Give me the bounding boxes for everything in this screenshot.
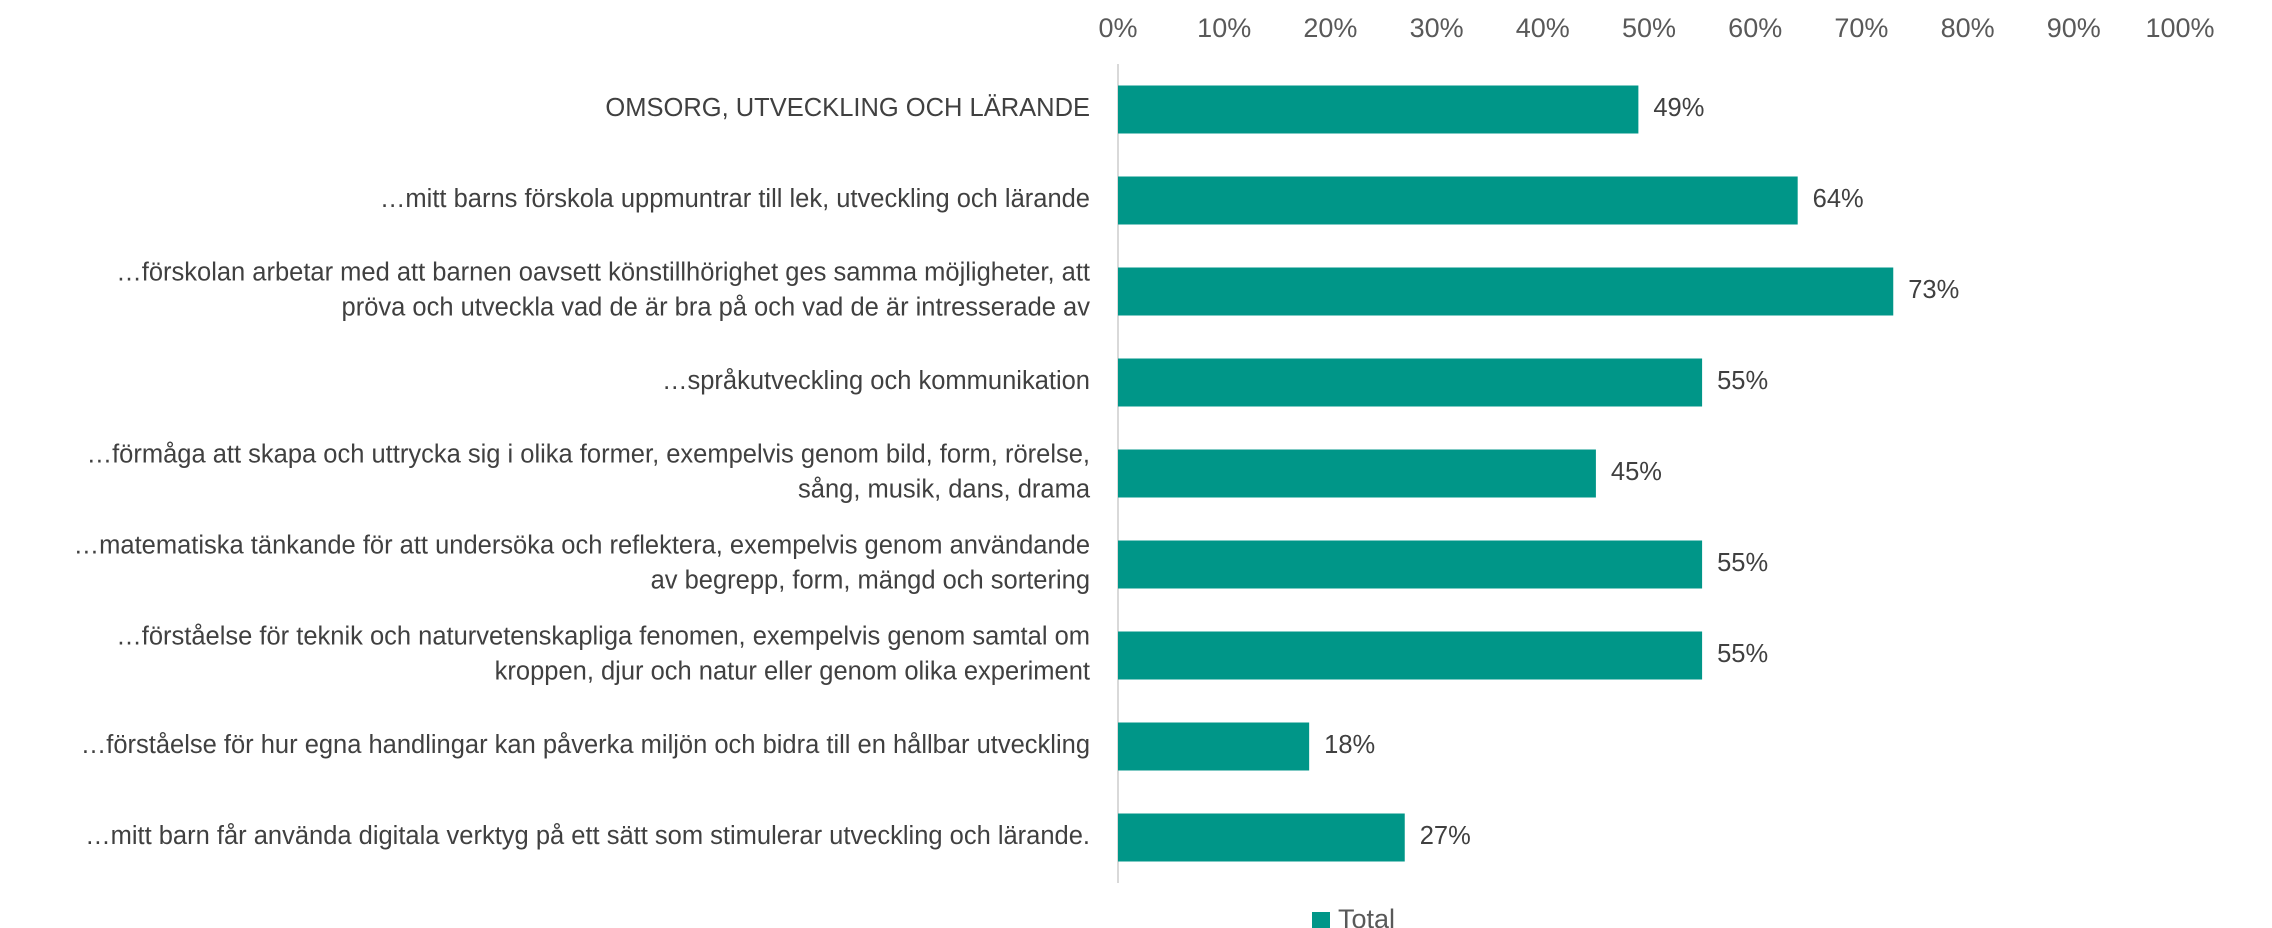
data-label: 27% (1420, 822, 1471, 850)
bar (1118, 358, 1703, 407)
bar (1118, 813, 1405, 862)
data-label: 45% (1611, 458, 1662, 486)
category-labels: OMSORG, UTVECKLING OCH LÄRANDE …mitt barn… (74, 94, 1091, 850)
bar (1118, 176, 1798, 225)
category-label: …språkutveckling och kommunikation (662, 367, 1090, 395)
x-tick-label: 50% (1622, 13, 1676, 43)
category-label: …förmåga att skapa och uttrycka sig i ol… (87, 441, 1091, 504)
category-label: OMSORG, UTVECKLING OCH LÄRANDE (605, 94, 1090, 122)
category-label: …förståelse för hur egna handlingar kan … (81, 731, 1090, 759)
bar (1118, 449, 1596, 498)
x-tick-label: 80% (1941, 13, 1995, 43)
data-labels: 49% 64% 73% 55% 45% 55% 55% 18% 27% (1324, 94, 1959, 850)
data-label: 64% (1813, 185, 1864, 213)
x-tick-label: 30% (1410, 13, 1464, 43)
category-label: …mitt barn får använda digitala verktyg … (85, 822, 1090, 850)
bar (1118, 85, 1639, 134)
bars (1118, 85, 1894, 862)
data-label: 49% (1653, 94, 1704, 122)
category-label: …matematiska tänkande för att undersöka … (74, 532, 1090, 595)
x-tick-label: 90% (2047, 13, 2101, 43)
bar (1118, 722, 1310, 771)
x-tick-label: 70% (1834, 13, 1888, 43)
x-tick-label: 60% (1728, 13, 1782, 43)
x-axis-ticks: 0% 10% 20% 30% 40% 50% 60% 70% 80% 90% 100% (1098, 13, 2214, 43)
data-label: 55% (1717, 640, 1768, 668)
category-label: …mitt barns förskola uppmuntrar till lek… (380, 185, 1090, 213)
bar (1118, 540, 1703, 589)
category-label: …förståelse för teknik och naturvetenska… (116, 623, 1090, 686)
data-label: 73% (1908, 276, 1959, 304)
legend-swatch (1312, 912, 1330, 928)
data-label: 55% (1717, 549, 1768, 577)
x-tick-label: 0% (1098, 13, 1137, 43)
x-tick-label: 100% (2145, 13, 2214, 43)
x-tick-label: 40% (1516, 13, 1570, 43)
category-label: …förskolan arbetar med att barnen oavset… (116, 259, 1090, 322)
legend: Total (1312, 904, 1395, 928)
legend-label: Total (1338, 904, 1395, 928)
bar (1118, 267, 1894, 316)
x-tick-label: 10% (1197, 13, 1251, 43)
data-label: 18% (1324, 731, 1375, 759)
x-tick-label: 20% (1303, 13, 1357, 43)
bar (1118, 631, 1703, 680)
data-label: 55% (1717, 367, 1768, 395)
